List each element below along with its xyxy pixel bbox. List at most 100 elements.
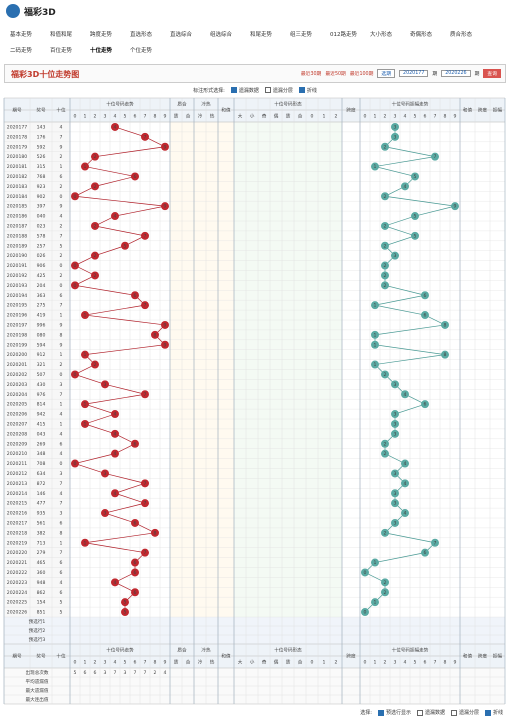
- tens-ball-label: 2: [94, 362, 97, 368]
- query-button[interactable]: 查询: [483, 69, 501, 78]
- prize: 315: [37, 164, 46, 170]
- digit-header: 2: [384, 660, 387, 666]
- tens-ball: [141, 499, 149, 508]
- prize: 862: [37, 590, 46, 596]
- amp-ball: [391, 469, 399, 478]
- amp-ball: [401, 459, 409, 468]
- option-label: 折线: [492, 710, 503, 716]
- digit-header: 0: [74, 114, 77, 120]
- tens-ball: [121, 241, 129, 250]
- prize: 526: [37, 154, 46, 160]
- nav-item[interactable]: 跨度走势: [90, 32, 113, 38]
- recent-link[interactable]: 最近50期: [325, 72, 346, 77]
- amp-ball: [441, 350, 449, 359]
- sub-header: 大: [238, 659, 243, 666]
- nav-item[interactable]: 基本走势: [10, 32, 33, 38]
- tens-ball-label: 3: [104, 511, 107, 517]
- tens-ball: [141, 479, 149, 488]
- prize: 080: [37, 332, 46, 338]
- issue: 2020198: [7, 332, 28, 338]
- nav-item[interactable]: 百位走势: [50, 48, 73, 54]
- amp-ball: [411, 231, 419, 240]
- prize: 425: [37, 273, 46, 279]
- nav-item[interactable]: 直选综合: [170, 32, 193, 38]
- issue: 2020190: [7, 253, 28, 259]
- nav-item[interactable]: 质合形态: [450, 32, 473, 38]
- preselect-bg: [4, 617, 505, 644]
- prize: 430: [37, 382, 46, 388]
- tens-ball-label: 0: [74, 283, 77, 289]
- amp-ball: [391, 122, 399, 131]
- recent-link[interactable]: 最近30期: [300, 72, 322, 77]
- amp-ball: [401, 479, 409, 488]
- tens-value: 7: [60, 392, 63, 398]
- option[interactable]: 折线: [298, 87, 317, 94]
- nav-item[interactable]: 二码走势: [10, 48, 33, 54]
- nav-item[interactable]: 十位走势: [90, 48, 113, 54]
- option[interactable]: 遗漏分层: [264, 87, 293, 94]
- tens-value: 7: [60, 550, 63, 556]
- amp-ball-label: 2: [384, 273, 387, 279]
- tens-ball: [111, 212, 119, 221]
- nav-item[interactable]: 组选综合: [210, 32, 233, 38]
- group-header: 十位号码振幅走势: [392, 101, 429, 108]
- issue: 2020222: [7, 570, 28, 576]
- stats-count: 7: [114, 670, 117, 676]
- amp-ball-label: 3: [394, 124, 397, 130]
- to-input[interactable]: 2020226: [441, 70, 471, 77]
- tens-ball: [131, 558, 139, 567]
- digit-header: 1: [374, 114, 377, 120]
- from-input[interactable]: 2020177: [399, 70, 429, 77]
- prize: 269: [37, 441, 46, 447]
- amp-ball: [381, 281, 389, 290]
- amp-ball: [391, 251, 399, 260]
- tens-ball: [131, 518, 139, 527]
- nav-item[interactable]: 直选形态: [130, 32, 153, 38]
- amp-ball: [401, 182, 409, 191]
- period-select[interactable]: 选期: [377, 69, 396, 78]
- option[interactable]: 折线: [484, 709, 503, 716]
- nav-item[interactable]: 和值和尾: [50, 32, 73, 38]
- tens-ball-label: 7: [144, 134, 147, 140]
- tens-ball-label: 7: [144, 550, 147, 556]
- nav-item[interactable]: 个位走势: [130, 48, 153, 54]
- tens-value: 6: [60, 570, 63, 576]
- option[interactable]: 预选行显示: [377, 709, 411, 716]
- amp-ball-label: 4: [404, 184, 407, 190]
- digit-header: 3: [104, 114, 107, 120]
- tens-ball-label: 9: [164, 342, 167, 348]
- tens-value: 1: [60, 402, 63, 408]
- prize: 176: [37, 134, 46, 140]
- option-label: 遗漏数据: [238, 87, 259, 94]
- nav-item[interactable]: 012路走势: [330, 32, 357, 38]
- amp-ball-label: 4: [404, 481, 407, 487]
- tens-ball-label: 9: [164, 144, 167, 150]
- nav-item[interactable]: 和尾走势: [250, 32, 273, 38]
- option[interactable]: 遗漏数据: [416, 709, 445, 716]
- preselect-label: 预选行1: [29, 618, 46, 625]
- recent-link[interactable]: 最近100期: [349, 72, 374, 77]
- footer: 选择: 预选行显示 遗漏数据 遗漏分层 折线: [360, 709, 503, 716]
- stats-label: 平均遗漏值: [26, 678, 49, 685]
- issue: 2020212: [7, 471, 28, 477]
- header-cell: 跨度: [346, 107, 356, 114]
- header-cell: 和值: [221, 107, 231, 114]
- header-cell: 跨度: [478, 107, 488, 114]
- issue: 2020219: [7, 540, 28, 546]
- option[interactable]: 遗漏数据: [230, 87, 259, 94]
- tens-value: 7: [60, 303, 63, 309]
- nav-item[interactable]: 奇偶形态: [410, 32, 433, 38]
- option[interactable]: 遗漏分层: [450, 709, 479, 716]
- nav-item[interactable]: 大小形态: [370, 32, 393, 38]
- nav-item[interactable]: 组三走势: [290, 32, 313, 38]
- sub-header: 热: [210, 113, 215, 120]
- prize: 143: [37, 124, 46, 130]
- tens-ball-label: 3: [104, 471, 107, 477]
- sub-header: 合: [186, 113, 191, 120]
- header-cell: 十位: [56, 653, 66, 660]
- tens-ball-label: 6: [134, 441, 137, 447]
- sub-header: 0: [311, 114, 314, 120]
- amp-ball-label: 2: [384, 590, 387, 596]
- amp-ball: [441, 320, 449, 329]
